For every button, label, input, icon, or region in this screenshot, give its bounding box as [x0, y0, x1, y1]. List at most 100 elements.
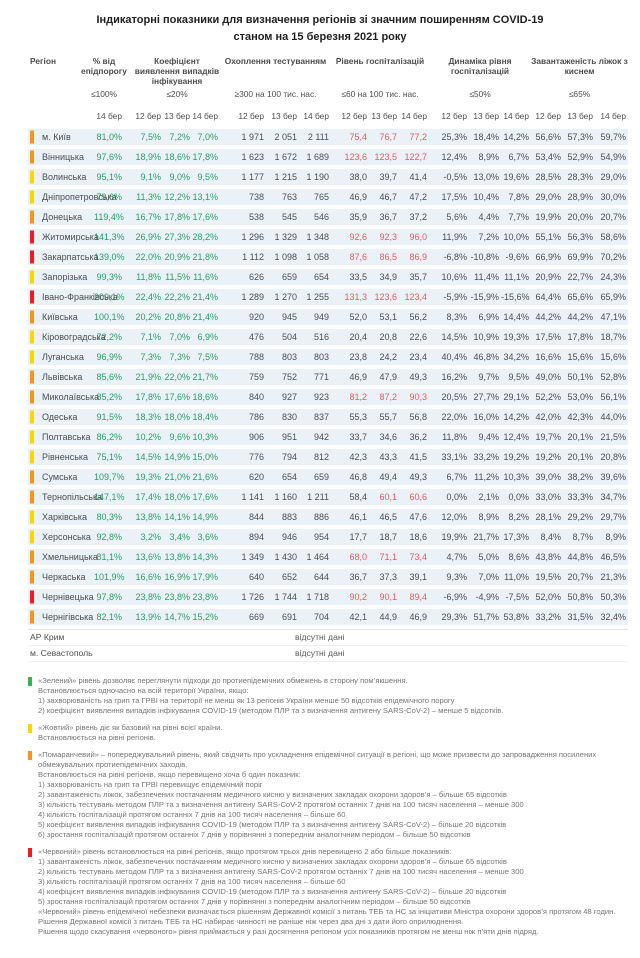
value-cell: 1 744	[274, 591, 297, 602]
value-cell: 19,7%	[535, 431, 561, 442]
value-cell: 22,0%	[135, 251, 161, 262]
value-cell: 2 111	[307, 131, 329, 142]
value-cell: 34,2%	[503, 351, 529, 362]
value-cell: 644	[313, 571, 329, 582]
value-cell: 7,7%	[508, 211, 529, 222]
table-body: м. Київ 81,0% 7,5% 7,2% 7,0% 1 971 2 051 2 111 7…	[28, 128, 628, 625]
green-level-icon	[28, 676, 32, 686]
value-cell: 19,3%	[135, 471, 161, 482]
value-cell: 34,9	[379, 271, 397, 282]
table-row: Волинська 95,1% 9,1% 9,0% 9,5% 1 177 1 215 1 19…	[28, 168, 628, 185]
value-cell: 52,8%	[600, 371, 626, 382]
value-cell: 52,0	[349, 311, 367, 322]
table-row: Запорізька 99,3% 11,8% 11,5% 11,6% 626 659 654 3…	[28, 268, 628, 285]
value-cell: 55,7	[379, 411, 397, 422]
value-cell: 4,7%	[446, 551, 467, 562]
value-cell: 19,2%	[503, 451, 529, 462]
level-indicator	[30, 270, 34, 284]
value-cell: 837	[313, 411, 329, 422]
value-cell: 545	[281, 211, 297, 222]
value-cell: 49,3	[409, 471, 427, 482]
value-cell: 16,0%	[473, 411, 499, 422]
value-cell: 10,3%	[503, 471, 529, 482]
value-cell: 14,2%	[503, 411, 529, 422]
value-cell: 123,4	[404, 291, 427, 302]
value-cell: 788	[248, 351, 264, 362]
value-cell: 43,3	[379, 451, 397, 462]
value-cell: -6,9%	[443, 591, 467, 602]
region-name: Запорізька	[28, 270, 94, 284]
value-cell: 691	[281, 611, 297, 622]
value-cell: 36,7	[379, 211, 397, 222]
value-cell: 87,2	[379, 391, 397, 402]
value-cell: 40,4%	[441, 351, 467, 362]
value-cell: 7,5%	[197, 351, 218, 362]
value-cell: 8,6%	[508, 551, 529, 562]
region-name: Полтавська	[28, 430, 94, 444]
value-cell: 109,7%	[94, 471, 125, 482]
value-cell: 2 051	[274, 131, 297, 142]
value-cell: 46,9	[409, 611, 427, 622]
value-cell: 28,2%	[192, 231, 218, 242]
value-cell: 15,2%	[192, 611, 218, 622]
value-cell: 65,9%	[600, 291, 626, 302]
value-cell: 100,1%	[94, 311, 125, 322]
table-row: Івано-Франківська 209,1% 22,4% 22,2% 21,4% 1 …	[28, 288, 628, 305]
date-label-1-1: 13 бер	[164, 110, 190, 121]
value-cell: 51,7%	[473, 611, 499, 622]
value-cell: 33,3%	[567, 491, 593, 502]
value-cell: 738	[248, 191, 264, 202]
value-cell: 22,7%	[567, 271, 593, 282]
value-cell: 752	[281, 371, 297, 382]
value-cell: 949	[313, 311, 329, 322]
table-row: Кіровоградська 72,2% 7,1% 7,0% 6,9% 476 504 516…	[28, 328, 628, 345]
value-cell: 46,8	[349, 471, 367, 482]
value-cell: 44,2%	[535, 311, 561, 322]
value-cell: 80,3%	[96, 511, 122, 522]
value-cell: 18,6	[409, 531, 427, 542]
value-cell: 906	[248, 431, 264, 442]
value-cell: 654	[313, 271, 329, 282]
value-cell: 96,0	[409, 231, 427, 242]
orange-level-icon	[28, 750, 32, 760]
value-cell: 11,8%	[136, 271, 161, 282]
value-cell: 2,1%	[478, 491, 499, 502]
level-indicator	[30, 310, 34, 324]
value-cell: 99,3%	[96, 271, 122, 282]
level-indicator	[30, 150, 34, 164]
value-cell: 13,8%	[135, 511, 161, 522]
value-cell: 33,5	[349, 271, 367, 282]
region-name: Кіровоградська	[28, 330, 106, 344]
value-cell: 89,4	[409, 591, 427, 602]
value-cell: 626	[248, 271, 264, 282]
value-cell: 53,4%	[535, 151, 561, 162]
value-cell: 4,4%	[478, 211, 499, 222]
level-indicator	[30, 290, 34, 304]
legend-line: 3) кількість госпіталізацій протягом ост…	[38, 876, 346, 886]
threshold-0: ≤100%	[90, 88, 118, 99]
value-cell: 59,7%	[600, 131, 626, 142]
legend-line: 5) коефіцієнт виявлення випадків інфікув…	[38, 819, 507, 829]
value-cell: 765	[313, 191, 329, 202]
date-label-2-1: 13 бер	[271, 110, 297, 121]
value-cell: 65,6%	[567, 291, 593, 302]
value-cell: 9,5%	[197, 171, 218, 182]
value-cell: 30,0%	[600, 191, 626, 202]
legend-line: 2) коефіцієнт виявлення випадків інфікув…	[38, 705, 504, 715]
value-cell: 16,6%	[135, 571, 161, 582]
value-cell: 36,7	[349, 571, 367, 582]
region-name: Вінницька	[28, 150, 94, 164]
value-cell: 14,7%	[164, 611, 190, 622]
value-cell: 19,3%	[503, 331, 529, 342]
value-cell: -7,5%	[505, 591, 529, 602]
value-cell: 794	[281, 451, 297, 462]
value-cell: 71,1	[379, 551, 397, 562]
value-cell: 29,1%	[503, 391, 529, 402]
value-cell: 18,0%	[164, 411, 190, 422]
value-cell: 14,2%	[503, 131, 529, 142]
value-cell: 28,5%	[535, 171, 561, 182]
value-cell: 21,9%	[135, 371, 161, 382]
value-cell: 8,2%	[508, 511, 529, 522]
value-cell: 840	[248, 391, 264, 402]
value-cell: 17,3%	[503, 531, 529, 542]
